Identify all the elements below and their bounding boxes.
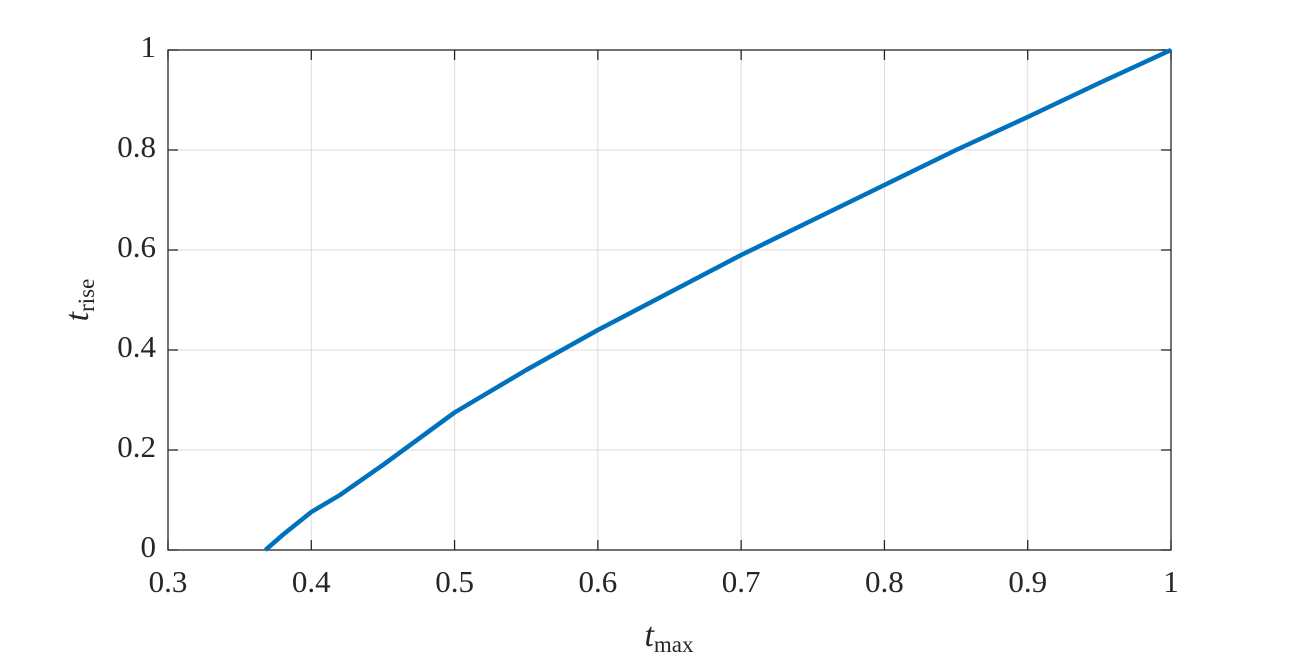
y-tick-label: 0.4 <box>117 329 156 364</box>
x-tick-label: 0.4 <box>292 564 331 599</box>
x-axis-label: tmax <box>644 617 694 657</box>
data-line <box>263 47 1172 552</box>
x-tick-label: 0.6 <box>578 564 617 599</box>
x-tick-label: 0.9 <box>1008 564 1047 599</box>
x-label-sub: max <box>654 632 694 657</box>
y-tick-label: 0.2 <box>117 429 156 464</box>
plot-frame <box>167 49 1172 551</box>
x-tick-label: 0.8 <box>865 564 904 599</box>
y-tick-label: 0.8 <box>117 129 156 164</box>
y-label-sub: rise <box>74 279 99 312</box>
y-label-base: t <box>59 310 96 321</box>
x-tick-label: 0.5 <box>435 564 474 599</box>
y-tick-label: 0.6 <box>117 229 156 264</box>
x-tick-label: 0.7 <box>722 564 761 599</box>
y-tick-label: 1 <box>141 29 157 64</box>
y-axis-label: trise <box>59 279 99 322</box>
y-tick-label: 0 <box>141 529 157 564</box>
x-tick-label: 1 <box>1163 564 1179 599</box>
x-tick-label: 0.3 <box>149 564 188 599</box>
x-label-base: t <box>644 617 655 654</box>
